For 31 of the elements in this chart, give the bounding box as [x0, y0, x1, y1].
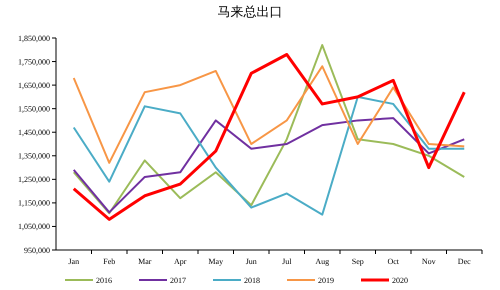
legend-label: 2017 [170, 276, 186, 285]
x-tick-label: Oct [387, 257, 400, 266]
line-series [72, 96, 466, 216]
x-tick-label: Jun [246, 257, 257, 266]
y-tick-label: 1,150,000 [18, 198, 50, 208]
x-tick-label: Mar [138, 257, 152, 266]
y-tick-label: 1,850,000 [18, 34, 50, 43]
x-tick-label: Feb [103, 257, 116, 266]
y-tick-label: 1,550,000 [18, 104, 50, 114]
x-tick-label: Nov [422, 257, 436, 266]
chart-title: 马来总出口 [218, 5, 282, 20]
x-tick-label: Jul [282, 257, 292, 266]
line-series [72, 117, 466, 214]
y-tick-label: 1,750,000 [18, 57, 50, 66]
y-tick-label: 1,650,000 [18, 80, 50, 90]
x-tick-label: May [208, 257, 224, 266]
x-tick-label: Jan [68, 257, 80, 266]
x-tick-label: Sep [352, 257, 364, 266]
x-tick-label: Dec [458, 257, 472, 266]
line-series [72, 65, 466, 164]
y-tick-label: 950,000 [24, 246, 50, 255]
legend-label: 2016 [96, 276, 112, 285]
y-tick-label: 1,050,000 [18, 222, 50, 232]
y-tick-label: 1,450,000 [18, 128, 50, 138]
legend-label: 2019 [318, 276, 334, 285]
legend-label: 2018 [244, 276, 260, 285]
x-tick-label: Aug [315, 257, 330, 266]
y-tick-label: 1,350,000 [18, 152, 50, 161]
x-tick-label: Apr [174, 257, 187, 266]
y-tick-label: 1,250,000 [18, 175, 50, 184]
legend-label: 2020 [392, 276, 408, 285]
